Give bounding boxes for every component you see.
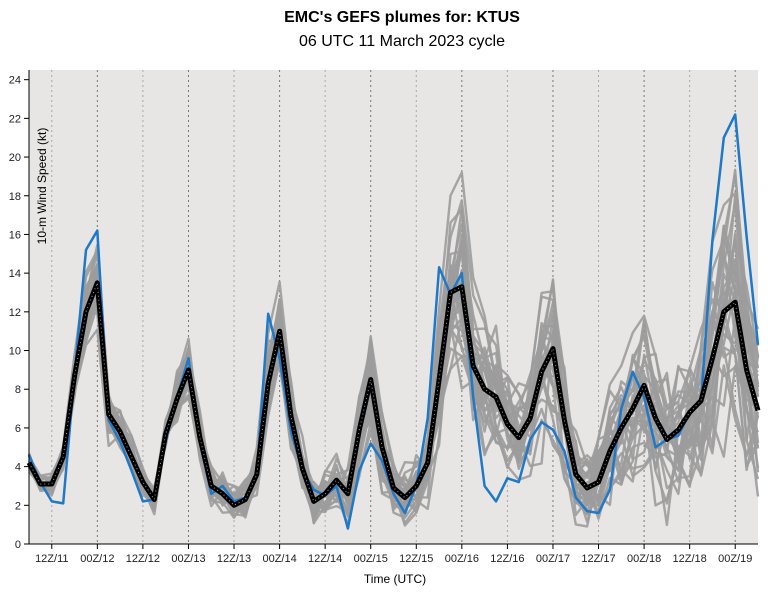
y-tick-label: 16 [9,229,21,241]
x-tick-label: 12Z/12 [126,553,160,565]
highlight-series [26,113,761,530]
y-tick-label: 8 [15,384,21,396]
x-tick-label: 12Z/18 [673,553,707,565]
x-tick-label: 00Z/16 [445,553,479,565]
x-tick-label: 12Z/11 [35,553,68,565]
y-tick-label: 2 [15,500,21,512]
y-tick-label: 24 [9,75,21,87]
x-tick-label: 12Z/16 [490,553,524,565]
x-tick-label: 00Z/14 [262,553,296,565]
mean-series-dots [28,282,759,506]
y-tick-label: 0 [15,539,21,551]
y-tick-label: 14 [9,268,21,280]
x-tick-label: 12Z/17 [581,553,615,565]
control-series-line [27,113,760,530]
chart-subtitle: 06 UTC 11 March 2023 cycle [299,33,505,50]
x-tick-label: 00Z/18 [627,553,661,565]
x-axis-label: Time (UTC) [364,572,426,586]
x-tick-label: 00Z/13 [171,553,205,565]
y-tick-label: 18 [9,191,21,203]
y-tick-label: 22 [9,113,21,125]
x-axis: 12Z/11 00Z/12 12Z/12 00Z/13 12Z/13 00Z/14 12Z/… [29,543,758,565]
x-tick-label: 00Z/19 [718,553,752,565]
y-tick-label: 6 [15,423,21,435]
y-tick-label: 10 [9,346,21,358]
x-tick-label: 00Z/15 [354,553,388,565]
x-tick-label: 00Z/12 [80,553,114,565]
x-tick-label: 12Z/14 [308,553,342,565]
x-tick-label: 12Z/13 [217,553,251,565]
y-tick-label: 12 [9,307,21,319]
chart-title: EMC's GEFS plumes for: KTUS [284,9,520,26]
y-axis-label: 10-m Wind Speed (kt) [35,128,49,245]
x-tick-label: 12Z/15 [399,553,433,565]
x-tick-label: 00Z/17 [536,553,570,565]
y-tick-label: 4 [15,462,21,474]
y-tick-label: 20 [9,152,21,164]
ensemble-member-line [27,248,760,526]
